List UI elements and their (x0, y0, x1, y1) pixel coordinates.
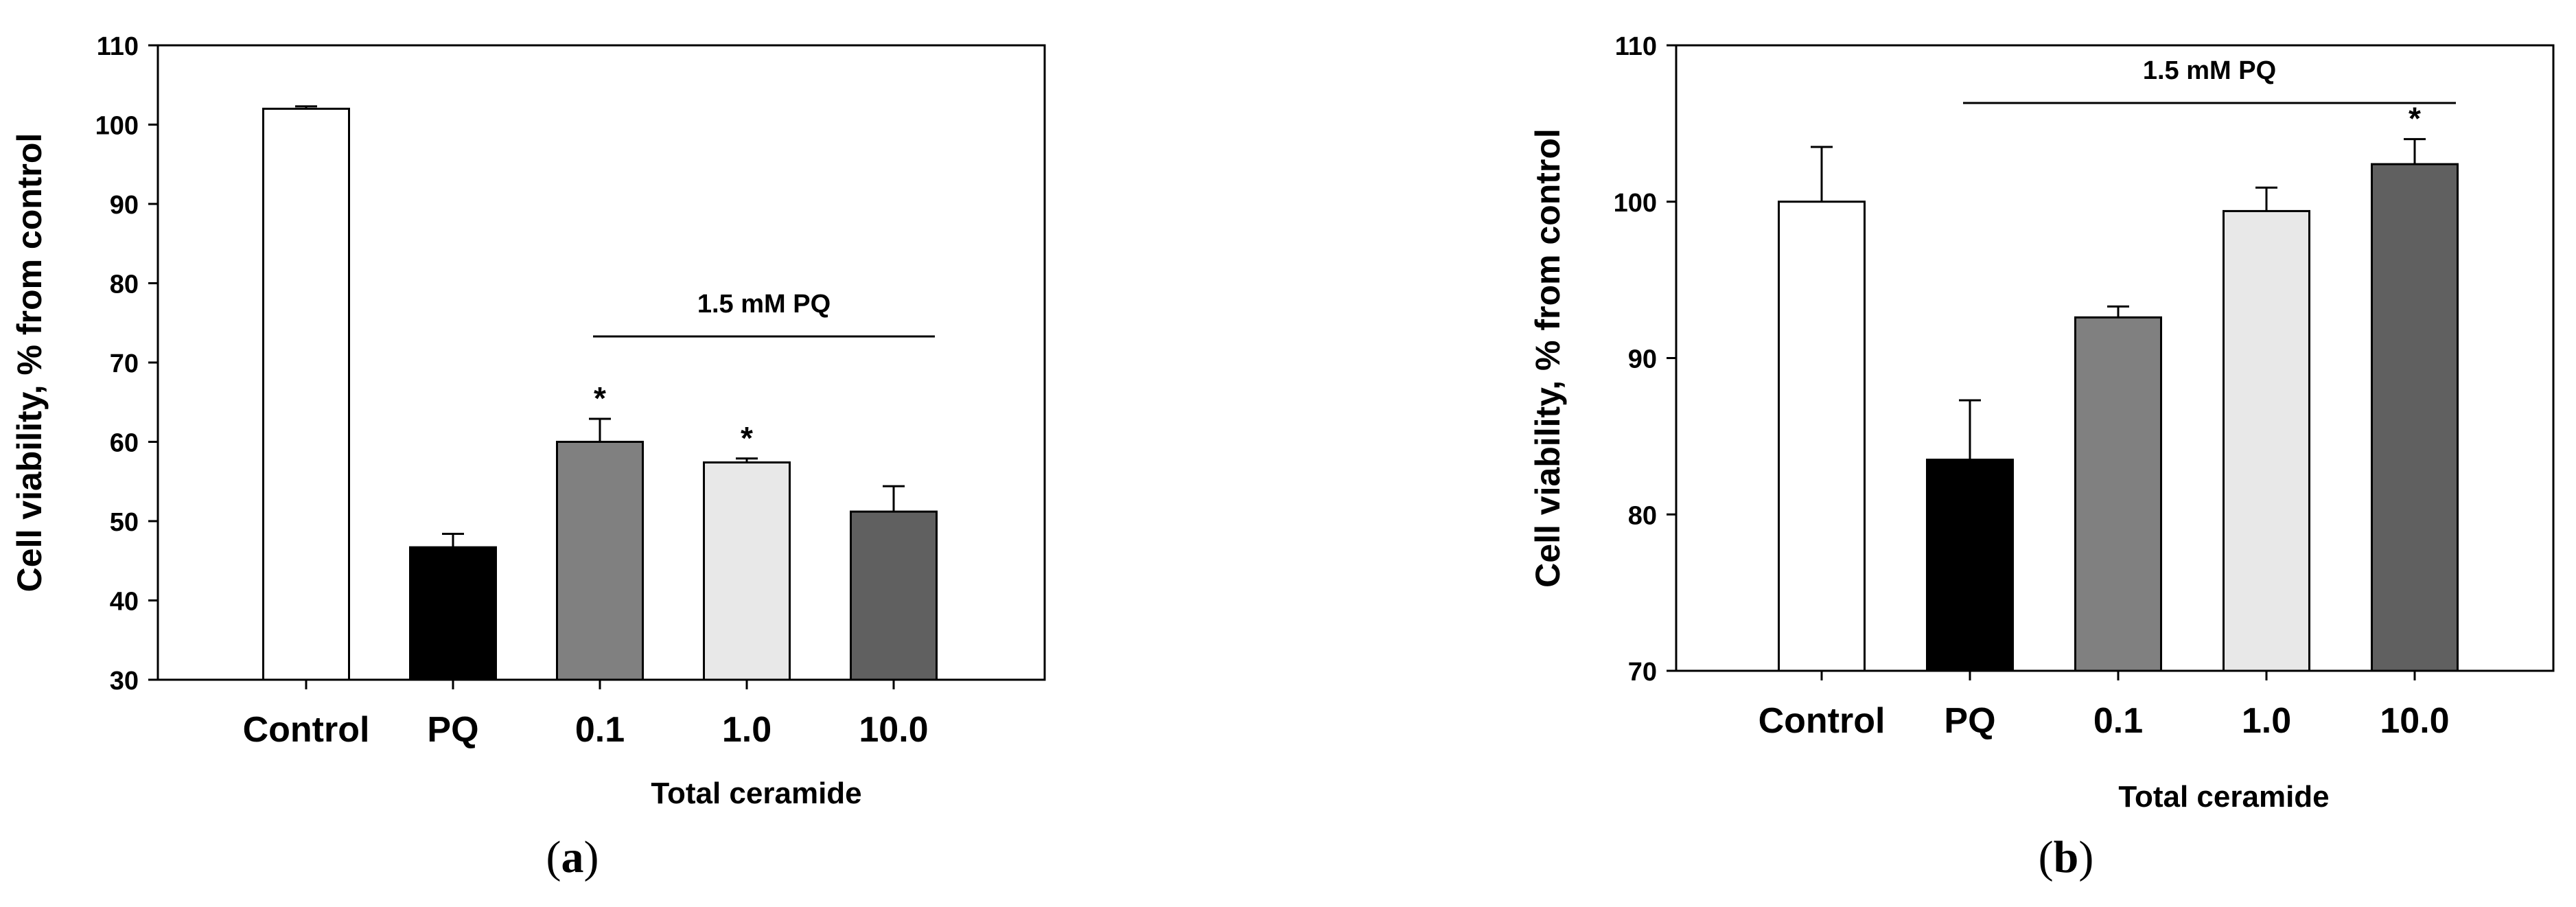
panel-a-bar (409, 546, 497, 681)
panel-a-significance-mark: * (741, 420, 753, 456)
panel-a-y-tick-label: 70 (110, 349, 139, 378)
panel-a-group-label: 1.5 mM PQ (697, 290, 831, 319)
panel-b-x-tick-label: Control (1759, 701, 1885, 741)
panel-a-significance-mark: * (594, 380, 606, 416)
panel-b-sublabel: (b) (2039, 832, 2094, 882)
panel-b-y-tick-label: 70 (1628, 658, 1657, 687)
panel-a-y-axis-label: Cell viability, % from control (10, 133, 49, 593)
panel-b-y-axis-label: Cell viability, % from control (1529, 128, 1567, 588)
panel-a-x-tick-label: Control (243, 710, 370, 750)
panel-b-x-tick-label: 1.0 (2242, 701, 2291, 741)
chart-panel-a: 30 40 50 60 70 80 90 100 110 Cell viability, % fr… (10, 32, 1046, 882)
panel-a-y-tick-label: 40 (110, 588, 139, 617)
panel-b-bar (2074, 316, 2162, 672)
chart-panel-b: 70 80 90 100 110 Cell viability, % from contr… (1529, 32, 2555, 882)
panel-b-y-tick-label: 80 (1628, 501, 1657, 530)
panel-a-sublabel: (a) (546, 832, 599, 882)
panel-a-y-tick-label: 80 (110, 271, 139, 299)
panel-a-y-tick-label: 60 (110, 429, 139, 458)
panel-b-y-tick-label: 100 (1614, 189, 1657, 218)
panel-b-x-tick-label: 0.1 (2093, 701, 2143, 741)
panel-a-bar (556, 441, 644, 681)
panel-b-group-label: 1.5 mM PQ (2143, 56, 2276, 85)
panel-b-x-tick-label: PQ (1944, 701, 1995, 741)
panel-a-bar (850, 510, 938, 681)
panel-a-x-tick-label: 1.0 (722, 710, 771, 750)
panel-a-x-tick-label: PQ (427, 710, 478, 750)
panel-b-y-tick-label: 90 (1628, 345, 1657, 374)
panel-a-x-tick-label: 0.1 (575, 710, 625, 750)
panel-a-bar (703, 461, 791, 681)
panel-a-y-tick-label: 100 (95, 112, 139, 141)
panel-a-x-axis-label: Total ceramide (651, 777, 861, 810)
panel-a-y-tick-label: 30 (110, 667, 139, 696)
panel-b-x-tick-label: 10.0 (2380, 701, 2449, 741)
panel-b-x-axis-label: Total ceramide (2118, 780, 2329, 814)
panel-a-bar (262, 107, 350, 681)
panel-a-y-tick-label: 110 (97, 32, 139, 61)
panel-a-y-tick-label: 90 (110, 191, 139, 220)
panel-b-bar (2371, 163, 2459, 672)
panel-b-significance-mark: * (2409, 101, 2421, 137)
panel-b-bar (1926, 459, 2014, 672)
panel-b-y-tick-label: 110 (1615, 32, 1657, 61)
panel-a-y-tick-label: 50 (110, 508, 139, 537)
panel-b-bar (2223, 209, 2310, 672)
panel-b-bar (1778, 200, 1866, 672)
panel-a-x-tick-label: 10.0 (859, 710, 928, 750)
